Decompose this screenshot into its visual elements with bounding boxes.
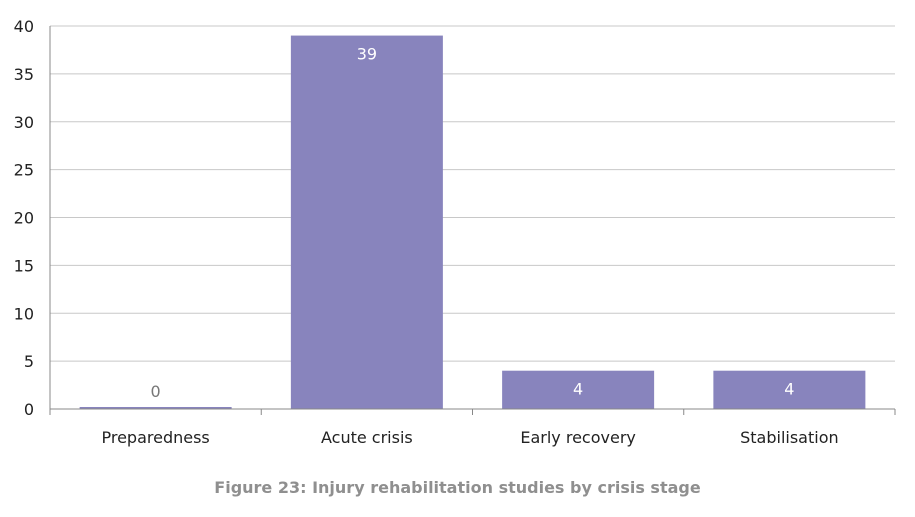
bar <box>79 407 232 409</box>
bar <box>502 370 655 409</box>
y-tick-label: 25 <box>14 161 34 180</box>
y-tick-label: 15 <box>14 256 34 275</box>
figure-caption: Figure 23: Injury rehabilitation studies… <box>214 478 701 497</box>
x-tick-label: Preparedness <box>101 428 209 447</box>
y-tick-label: 0 <box>24 400 34 419</box>
bar <box>290 35 443 409</box>
x-tick-label: Stabilisation <box>740 428 839 447</box>
bar <box>713 370 866 409</box>
data-label: 4 <box>573 380 583 399</box>
y-tick-label: 10 <box>14 304 34 323</box>
y-tick-label: 40 <box>14 17 34 36</box>
data-label: 39 <box>357 45 377 64</box>
y-tick-label: 30 <box>14 113 34 132</box>
data-label: 4 <box>784 380 794 399</box>
data-label: 0 <box>151 382 161 401</box>
y-tick-label: 35 <box>14 65 34 84</box>
y-tick-label: 5 <box>24 352 34 371</box>
y-tick-label: 20 <box>14 209 34 228</box>
x-tick-label: Acute crisis <box>321 428 413 447</box>
x-tick-label: Early recovery <box>520 428 636 447</box>
